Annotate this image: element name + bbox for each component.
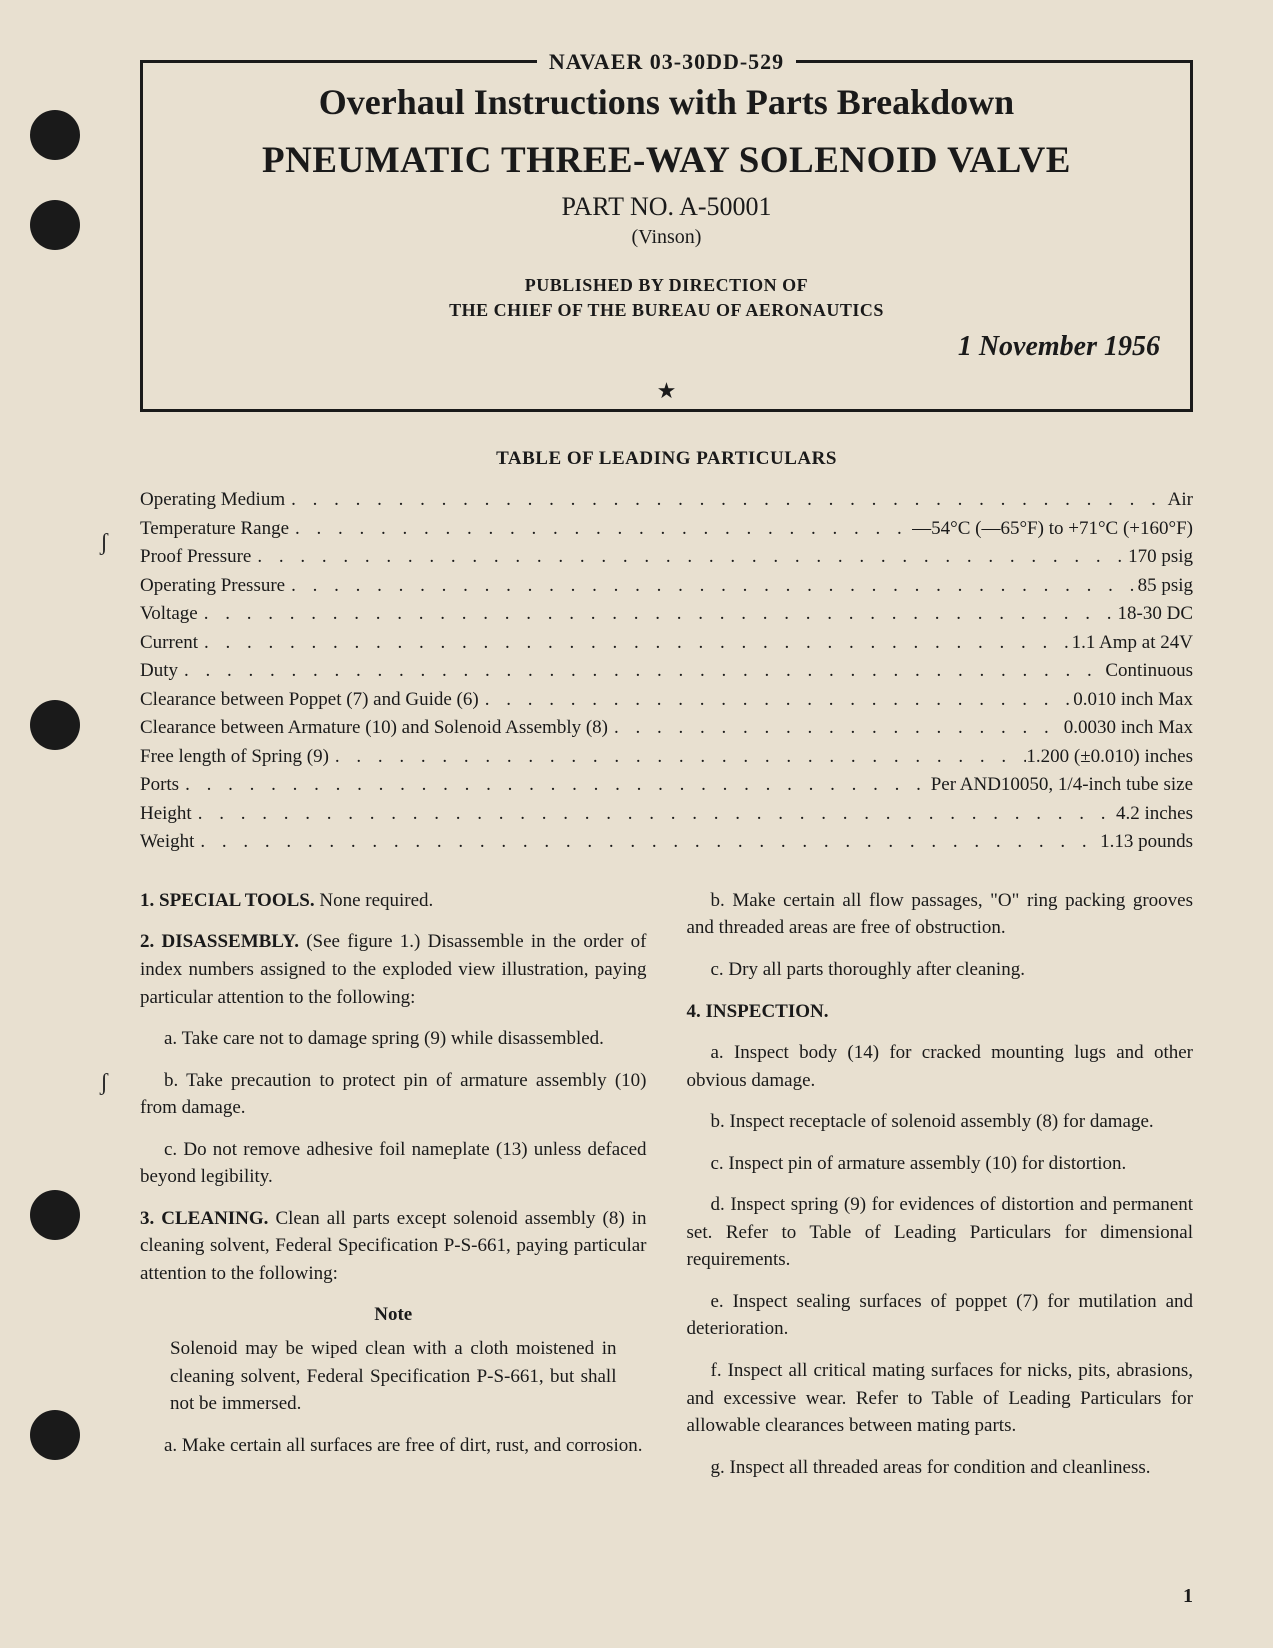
particulars-label: Current — [140, 629, 198, 658]
section-head-4: 4. INSPECTION. — [687, 1001, 829, 1022]
particulars-value: 1.13 pounds — [1100, 828, 1193, 857]
particulars-table: Operating Medium Air Temperature Range —54°… — [140, 486, 1193, 857]
title-main: Overhaul Instructions with Parts Breakdo… — [163, 81, 1170, 123]
para-4a: a. Inspect body (14) for cracked mountin… — [687, 1039, 1194, 1094]
particulars-label: Clearance between Armature (10) and Sole… — [140, 714, 608, 743]
leader-dots — [289, 515, 912, 544]
particulars-label: Duty — [140, 657, 178, 686]
particulars-row: Clearance between Poppet (7) and Guide (… — [140, 686, 1193, 715]
punch-hole — [30, 1190, 80, 1240]
leader-dots — [251, 543, 1128, 572]
manufacturer: (Vinson) — [163, 226, 1170, 249]
published-line-1: PUBLISHED BY DIRECTION OF — [525, 275, 808, 295]
leader-dots — [198, 600, 1118, 629]
leader-dots — [194, 828, 1100, 857]
particulars-label: Operating Pressure — [140, 572, 285, 601]
leader-dots — [179, 771, 931, 800]
leader-dots — [329, 743, 1026, 772]
particulars-label: Free length of Spring (9) — [140, 743, 329, 772]
particulars-row: Voltage 18-30 DC — [140, 600, 1193, 629]
para-2b: b. Take precaution to protect pin of arm… — [140, 1067, 647, 1122]
particulars-value: 1.200 (±0.010) inches — [1026, 743, 1193, 772]
title-box: NAVAER 03-30DD-529 Overhaul Instructions… — [140, 60, 1193, 412]
particulars-value: 1.1 Amp at 24V — [1072, 629, 1193, 658]
note-body: Solenoid may be wiped clean with a cloth… — [140, 1335, 647, 1418]
particulars-row: Proof Pressure 170 psig — [140, 543, 1193, 572]
particulars-title: TABLE OF LEADING PARTICULARS — [140, 448, 1193, 470]
particulars-label: Ports — [140, 771, 179, 800]
particulars-row: Duty Continuous — [140, 657, 1193, 686]
para-4c: c. Inspect pin of armature assembly (10)… — [687, 1150, 1194, 1178]
particulars-value: 170 psig — [1128, 543, 1193, 572]
particulars-row: Temperature Range —54°C (—65°F) to +71°C … — [140, 515, 1193, 544]
particulars-label: Proof Pressure — [140, 543, 251, 572]
punch-hole — [30, 700, 80, 750]
particulars-label: Voltage — [140, 600, 198, 629]
particulars-label: Operating Medium — [140, 486, 285, 515]
punch-hole — [30, 200, 80, 250]
para-4e: e. Inspect sealing surfaces of poppet (7… — [687, 1288, 1194, 1343]
section-head-2: 2. DISASSEMBLY. — [140, 931, 299, 952]
particulars-label: Height — [140, 800, 192, 829]
leader-dots — [285, 572, 1137, 601]
para-3c: c. Dry all parts thoroughly after cleani… — [687, 956, 1194, 984]
particulars-value: 4.2 inches — [1116, 800, 1193, 829]
section-1-text: None required. — [315, 890, 434, 911]
particulars-value: 0.010 inch Max — [1073, 686, 1193, 715]
tear-mark: ʃ — [100, 1070, 108, 1097]
leader-dots — [608, 714, 1064, 743]
leader-dots — [178, 657, 1105, 686]
particulars-value: 18-30 DC — [1118, 600, 1193, 629]
published-line-2: THE CHIEF OF THE BUREAU OF AERONAUTICS — [449, 300, 884, 320]
section-head-3: 3. CLEANING. — [140, 1208, 268, 1229]
note-heading: Note — [140, 1301, 647, 1329]
para-2c: c. Do not remove adhesive foil nameplate… — [140, 1136, 647, 1191]
body-text: 1. SPECIAL TOOLS. None required. 2. DISA… — [140, 887, 1193, 1484]
tear-mark: ʃ — [100, 530, 108, 557]
particulars-label: Temperature Range — [140, 515, 289, 544]
doc-number: NAVAER 03-30DD-529 — [537, 49, 796, 75]
leader-dots — [285, 486, 1168, 515]
punch-hole — [30, 110, 80, 160]
punch-hole — [30, 1410, 80, 1460]
particulars-row: Clearance between Armature (10) and Sole… — [140, 714, 1193, 743]
particulars-row: Operating Pressure 85 psig — [140, 572, 1193, 601]
particulars-value: —54°C (—65°F) to +71°C (+160°F) — [912, 515, 1193, 544]
title-device: PNEUMATIC THREE-WAY SOLENOID VALVE — [163, 139, 1170, 182]
publication-date: 1 November 1956 — [163, 331, 1170, 363]
section-head-1: 1. SPECIAL TOOLS. — [140, 890, 315, 911]
para-3b: b. Make certain all flow passages, "O" r… — [687, 887, 1194, 942]
para-4b: b. Inspect receptacle of solenoid assemb… — [687, 1108, 1194, 1136]
star-icon: ★ — [645, 378, 689, 404]
particulars-row: Ports Per AND10050, 1/4-inch tube size — [140, 771, 1193, 800]
particulars-value: Continuous — [1105, 657, 1193, 686]
published-by: PUBLISHED BY DIRECTION OF THE CHIEF OF T… — [163, 273, 1170, 323]
leader-dots — [192, 800, 1116, 829]
para-4d: d. Inspect spring (9) for evidences of d… — [687, 1191, 1194, 1274]
particulars-row: Current 1.1 Amp at 24V — [140, 629, 1193, 658]
para-4f: f. Inspect all critical mating surfaces … — [687, 1357, 1194, 1440]
leader-dots — [479, 686, 1074, 715]
document-page: ʃ ʃ NAVAER 03-30DD-529 Overhaul Instruct… — [0, 0, 1273, 1648]
part-number: PART NO. A-50001 — [163, 192, 1170, 222]
leader-dots — [198, 629, 1072, 658]
particulars-row: Free length of Spring (9) 1.200 (±0.010) … — [140, 743, 1193, 772]
para-2a: a. Take care not to damage spring (9) wh… — [140, 1025, 647, 1053]
particulars-value: Per AND10050, 1/4-inch tube size — [931, 771, 1193, 800]
particulars-value: Air — [1168, 486, 1193, 515]
page-number: 1 — [1183, 1585, 1193, 1608]
particulars-row: Operating Medium Air — [140, 486, 1193, 515]
particulars-row: Weight 1.13 pounds — [140, 828, 1193, 857]
particulars-row: Height 4.2 inches — [140, 800, 1193, 829]
particulars-label: Clearance between Poppet (7) and Guide (… — [140, 686, 479, 715]
particulars-label: Weight — [140, 828, 194, 857]
para-4g: g. Inspect all threaded areas for condit… — [687, 1454, 1194, 1482]
para-3a: a. Make certain all surfaces are free of… — [140, 1432, 647, 1460]
particulars-value: 85 psig — [1138, 572, 1193, 601]
particulars-value: 0.0030 inch Max — [1064, 714, 1193, 743]
